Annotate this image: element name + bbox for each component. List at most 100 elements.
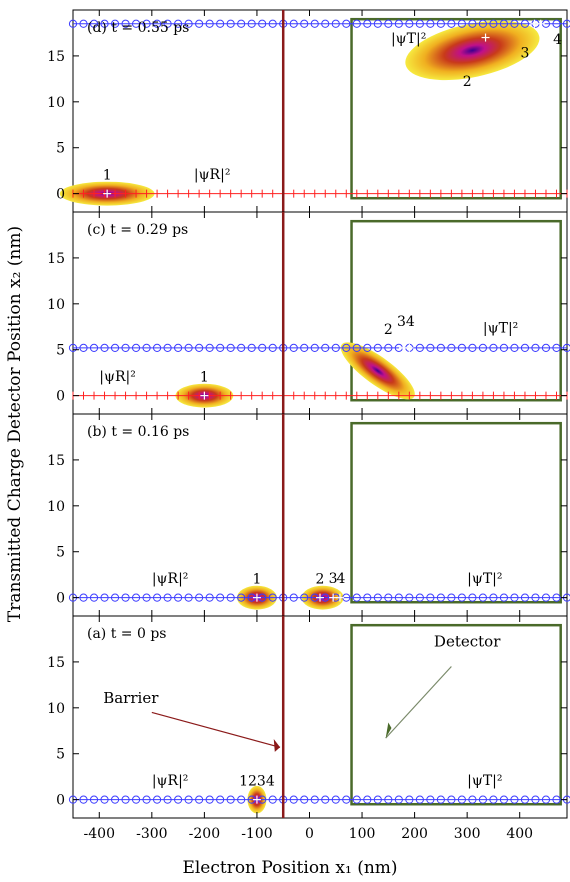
trajectory-marker-t [552, 19, 561, 28]
particle-label: 2 [463, 74, 472, 90]
trajectory-marker-t [289, 795, 298, 804]
trajectory-marker-t [457, 795, 466, 804]
panel-2: 1 2 34 (b) t = 0.16 ps |ψR|² |ψT|² 0 5 10 15 [47, 413, 570, 617]
trajectory-marker-t [373, 593, 382, 602]
trajectory-marker-t [121, 795, 130, 804]
panel-title: (a) t = 0 ps [87, 626, 166, 642]
trajectory-marker-t [363, 343, 372, 352]
trajectory-marker-t [499, 795, 509, 804]
trajectory-marker-t [363, 19, 372, 28]
trajectory-marker-t [268, 795, 277, 804]
trajectory-marker-t [510, 343, 519, 352]
x-tick-label: 200 [401, 826, 428, 842]
y-tick-label: 5 [56, 141, 65, 157]
trajectory-marker-t [247, 343, 256, 352]
detector-box [350, 623, 562, 806]
trajectory-marker-t [100, 593, 109, 602]
trajectory-marker-t [447, 795, 456, 804]
trajectory-marker-t [100, 19, 109, 28]
trajectory-marker-t [289, 343, 298, 352]
trajectory-marker-t [195, 593, 204, 602]
barrier-annotation: Barrier [103, 689, 159, 707]
trajectory-marker-t [142, 19, 151, 28]
particle-label: 1 [200, 370, 209, 386]
panel-1: 1 23 4 (c) t = 0.29 ps |ψR|² |ψT|² 0 5 10 15 [47, 211, 570, 415]
psi-t-label: |ψT|² [467, 773, 502, 789]
trajectory-marker-t [131, 343, 141, 352]
trajectory-marker-t [352, 795, 361, 804]
trajectory-marker-t [195, 795, 204, 804]
panel-title: (b) t = 0.16 ps [87, 424, 189, 440]
detector-box [350, 17, 562, 200]
trajectory-marker-t [110, 343, 120, 352]
x-axis-label: Electron Position x₁ (nm) [182, 858, 397, 878]
trajectory-marker-t [457, 343, 466, 352]
trajectory-marker-t [121, 593, 130, 602]
barrier-arrowhead [273, 739, 281, 752]
trajectory-marker-t [89, 795, 99, 804]
trajectory-marker-t [331, 795, 340, 804]
trajectory-marker-t [541, 593, 551, 602]
barrier-arrow [151, 711, 281, 748]
trajectory-marker-t [174, 593, 183, 602]
trajectory-marker-t [131, 795, 141, 804]
y-tick-label: 15 [47, 655, 65, 671]
panel-title: (d) t = 0.55 ps [87, 20, 189, 36]
trajectory-marker-t [468, 593, 477, 602]
trajectory-marker-t [436, 19, 445, 28]
particle-label: 2 [384, 322, 393, 338]
trajectory-marker-t [363, 593, 372, 602]
trajectory-marker-t [195, 343, 204, 352]
trajectory-marker-t [478, 795, 488, 804]
trajectory-marker-t [289, 19, 298, 28]
trajectory-marker-t [300, 593, 309, 602]
y-tick-label: 0 [56, 389, 65, 405]
trajectory-marker-t [237, 343, 246, 352]
trajectory-marker-t [436, 593, 445, 602]
y-tick-label: 0 [56, 793, 65, 809]
trajectory-marker-t [121, 19, 130, 28]
trajectory-marker-t [89, 343, 99, 352]
y-tick-label: 5 [56, 343, 65, 359]
trajectory-marker-t [394, 795, 403, 804]
y-tick-label: 10 [47, 297, 65, 313]
trajectory-marker-t [79, 19, 88, 28]
trajectory-marker-t [310, 19, 319, 28]
x-tick-label: 300 [454, 826, 481, 842]
trajectory-marker-t [457, 593, 466, 602]
y-tick-label: 10 [47, 701, 65, 717]
trajectory-marker-t [415, 343, 424, 352]
trajectory-marker-t [415, 593, 424, 602]
panel-3: 1234 (a) t = 0 ps |ψR|² |ψT|² 0 5 10 15 Barrier D… [47, 615, 570, 819]
psi-r-label: |ψR|² [194, 167, 231, 183]
trajectory-marker-t [426, 343, 435, 352]
trajectory-marker-t [163, 593, 172, 602]
trajectory-marker-t [226, 19, 235, 28]
trajectory-marker-t [110, 795, 120, 804]
detector-arrowhead [385, 722, 392, 739]
trajectory-marker-t [289, 593, 298, 602]
wavepacket-blob [405, 20, 540, 81]
trajectory-marker-t [436, 795, 445, 804]
particle-label: 1 [252, 572, 261, 588]
trajectory-marker-t [447, 343, 456, 352]
trajectory-marker-t [184, 343, 193, 352]
particle-label: 4 [337, 571, 346, 587]
y-tick-label: 0 [56, 187, 65, 203]
trajectory-marker-t [258, 19, 267, 28]
trajectory-marker-t [468, 343, 477, 352]
trajectory-marker-t [373, 795, 382, 804]
trajectory-marker-t [100, 795, 109, 804]
trajectory-marker-t [268, 593, 277, 602]
panel-0: 1 2 3 4 (d) t = 0.55 ps |ψR|² |ψT|² 0 5 10 15 [47, 9, 570, 213]
trajectory-marker-t [142, 593, 151, 602]
x-tick-label: 100 [349, 826, 376, 842]
panel-frame [72, 413, 568, 617]
trajectory-marker-t [552, 795, 561, 804]
trajectory-marker-t [184, 593, 193, 602]
y-tick-label: 10 [47, 499, 65, 515]
trajectory-marker-t [321, 19, 330, 28]
y-tick-label: 15 [47, 49, 65, 65]
trajectory-marker-t [205, 795, 214, 804]
